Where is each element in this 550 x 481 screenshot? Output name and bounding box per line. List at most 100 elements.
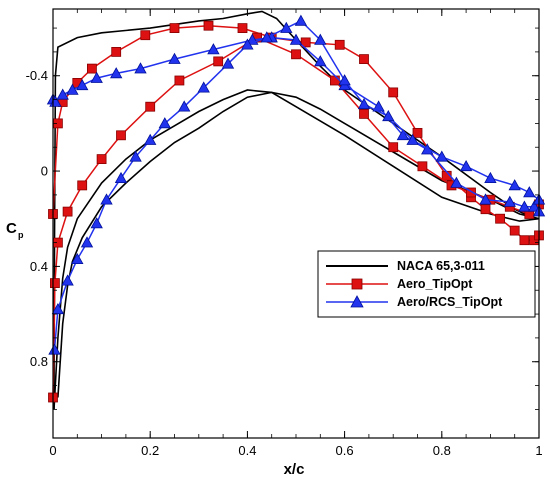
triangle-marker — [241, 38, 254, 50]
y-tick-label: 0 — [41, 164, 48, 179]
square-marker — [466, 187, 476, 198]
square-marker — [145, 101, 156, 112]
x-tick-label: 1 — [535, 443, 542, 458]
x-tick-label: 0 — [49, 443, 56, 458]
square-marker — [388, 142, 399, 153]
triangle-marker — [114, 171, 128, 184]
triangle-marker — [168, 52, 181, 64]
triangle-marker — [90, 71, 103, 83]
triangle-marker — [76, 78, 89, 91]
square-marker — [388, 87, 399, 98]
x-tick-label: 0.6 — [336, 443, 354, 458]
triangle-marker — [314, 33, 327, 45]
triangle-marker — [450, 176, 463, 188]
legend-label-naca: NACA 65,3-011 — [397, 259, 485, 273]
square-marker — [480, 204, 491, 215]
square-marker — [62, 206, 73, 217]
series-layer — [46, 10, 546, 410]
square-marker — [169, 23, 180, 34]
square-marker — [87, 63, 97, 74]
square-marker — [334, 39, 345, 50]
triangle-marker — [134, 62, 147, 74]
square-marker — [495, 213, 506, 224]
square-marker — [116, 130, 126, 141]
triangle-marker — [396, 128, 410, 141]
naca-curve-2 — [53, 89, 540, 410]
legend-label-aero-tipopt: Aero_TipOpt — [397, 277, 473, 291]
square-marker — [77, 180, 88, 191]
triangle-marker — [503, 195, 516, 207]
square-marker — [519, 235, 530, 246]
triangle-marker — [197, 81, 210, 93]
triangle-marker — [110, 67, 123, 79]
plot-background — [53, 9, 539, 438]
square-marker — [417, 161, 428, 172]
y-axis-label: C p — [6, 220, 24, 240]
triangle-marker — [221, 57, 235, 69]
triangle-marker — [129, 150, 142, 162]
triangle-marker — [314, 55, 327, 67]
triangle-marker — [518, 200, 531, 212]
triangle-marker — [178, 100, 191, 112]
triangle-marker — [260, 31, 273, 43]
y-axis-label-main: C — [6, 220, 17, 237]
plot-area — [53, 9, 539, 438]
axis-layer: 0 0.2 0.4 0.6 0.8 1 -0.4 0 0.4 0.8 — [26, 8, 543, 458]
square-marker — [111, 47, 122, 57]
square-marker — [509, 225, 520, 236]
square-marker — [359, 54, 369, 64]
square-marker — [174, 75, 185, 86]
square-marker — [213, 56, 224, 67]
y-tick-label: 0.4 — [30, 259, 48, 274]
triangle-marker — [207, 43, 220, 55]
triangle-marker — [289, 33, 303, 45]
x-tick-label: 0.2 — [141, 443, 159, 458]
triangle-marker — [100, 193, 113, 205]
triangle-marker — [382, 109, 395, 122]
triangle-marker — [56, 88, 69, 100]
triangle-marker — [357, 97, 371, 110]
triangle-marker — [406, 133, 419, 145]
naca-curve-1 — [53, 10, 540, 410]
triangle-marker — [484, 171, 497, 184]
square-marker — [300, 37, 311, 48]
triangle-marker — [508, 179, 521, 191]
y-tick-label: -0.4 — [26, 68, 48, 83]
square-marker — [359, 109, 369, 119]
legend-entry-aero-tipopt: Aero_TipOpt — [326, 277, 473, 291]
legend-label-aero-rcs-tipopt: Aero/RCS_TipOpt — [397, 295, 503, 309]
square-marker — [140, 30, 151, 41]
legend-entry-aero-rcs-tipopt: Aero/RCS_TipOpt — [326, 295, 503, 309]
triangle-marker — [294, 14, 308, 26]
series-aero-rcs-tipopt — [46, 14, 546, 355]
triangle-marker — [435, 150, 448, 162]
triangle-marker — [61, 274, 74, 286]
legend-marker-triangle — [350, 295, 364, 308]
triangle-marker — [158, 117, 171, 129]
triangle-marker — [80, 236, 94, 248]
triangle-marker — [523, 186, 536, 198]
triangle-marker — [71, 252, 84, 265]
triangle-marker — [90, 217, 103, 229]
square-marker — [203, 20, 214, 31]
triangle-marker — [144, 133, 157, 145]
square-marker — [329, 75, 340, 86]
square-marker — [50, 278, 60, 289]
x-tick-label: 0.4 — [238, 443, 256, 458]
triangle-marker — [479, 193, 492, 205]
legend-marker-square — [351, 278, 363, 290]
triangle-marker — [66, 83, 79, 95]
legend-entry-naca: NACA 65,3-011 — [326, 259, 485, 273]
triangle-marker — [48, 343, 61, 355]
x-axis-label: x/c — [284, 461, 305, 478]
square-marker — [291, 49, 301, 60]
triangle-marker — [280, 21, 293, 33]
square-marker — [237, 23, 248, 34]
triangle-marker — [51, 302, 65, 315]
square-marker — [96, 154, 107, 165]
triangle-marker — [459, 159, 473, 172]
square-marker — [412, 127, 423, 138]
triangle-marker — [527, 200, 541, 212]
triangle-marker — [338, 74, 351, 86]
